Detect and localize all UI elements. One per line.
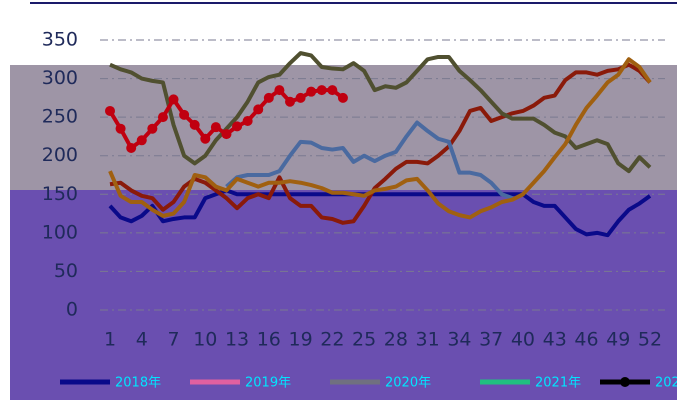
x-tick-label: 16 <box>257 329 281 351</box>
x-tick-label: 37 <box>479 329 503 351</box>
y-tick-label: 100 <box>42 221 78 243</box>
y-tick-label: 350 <box>42 29 78 51</box>
legend-label: 2021年 <box>535 376 581 391</box>
legend-label: 2018年 <box>115 376 161 391</box>
series-dot <box>285 96 295 107</box>
y-tick-label: 250 <box>42 106 78 128</box>
x-tick-label: 46 <box>574 329 598 351</box>
x-tick-label: 10 <box>193 329 217 351</box>
series-dot <box>126 143 137 153</box>
series-dot <box>253 104 264 115</box>
series-dot <box>157 112 168 123</box>
x-tick-label: 43 <box>543 329 567 351</box>
x-tick-label: 1 <box>104 329 116 351</box>
series-dot <box>200 133 211 144</box>
x-tick-label: 52 <box>638 329 662 351</box>
legend-label: 2022年 <box>655 376 677 391</box>
y-tick-label: 300 <box>42 67 78 89</box>
series-dot <box>105 105 115 116</box>
x-tick-label: 25 <box>352 329 376 351</box>
legend-dot <box>620 377 630 387</box>
y-tick-label: 0 <box>66 299 78 321</box>
series-dot <box>210 122 221 133</box>
y-tick-label: 50 <box>54 260 78 282</box>
series-line <box>108 188 652 238</box>
legend-label: 2019年 <box>245 376 291 391</box>
x-tick-label: 22 <box>320 329 344 351</box>
x-tick-label: 4 <box>136 329 148 351</box>
y-tick-label: 150 <box>42 183 78 205</box>
x-tick-label: 13 <box>225 329 249 351</box>
series-dot <box>189 119 200 130</box>
series-line <box>108 57 652 220</box>
series-dot <box>316 85 327 96</box>
series-dot <box>136 135 147 146</box>
overlay-purple <box>10 190 677 400</box>
x-tick-label: 7 <box>167 329 179 351</box>
series-dot <box>327 85 338 96</box>
legend-label: 2020年 <box>385 376 431 391</box>
series-dot <box>337 92 348 103</box>
series-line <box>109 62 652 225</box>
x-tick-label: 31 <box>416 329 440 351</box>
series-dot <box>232 121 243 132</box>
y-tick-label: 200 <box>42 144 78 166</box>
series-line <box>109 51 652 174</box>
series-dot <box>115 123 126 134</box>
series-dot <box>242 116 253 126</box>
series-dot <box>295 92 306 103</box>
x-tick-label: 19 <box>288 329 312 351</box>
x-tick-label: 34 <box>447 329 471 351</box>
series-dot <box>221 129 232 140</box>
series-dot <box>274 85 285 96</box>
x-tick-label: 49 <box>606 329 630 351</box>
series-dot <box>263 92 274 103</box>
series-line <box>225 120 514 201</box>
x-tick-label: 28 <box>384 329 408 351</box>
series-dot <box>147 123 158 134</box>
x-tick-label: 40 <box>511 329 535 351</box>
series-dot <box>306 86 317 97</box>
series-dot <box>168 94 179 105</box>
series-dot <box>179 109 190 120</box>
